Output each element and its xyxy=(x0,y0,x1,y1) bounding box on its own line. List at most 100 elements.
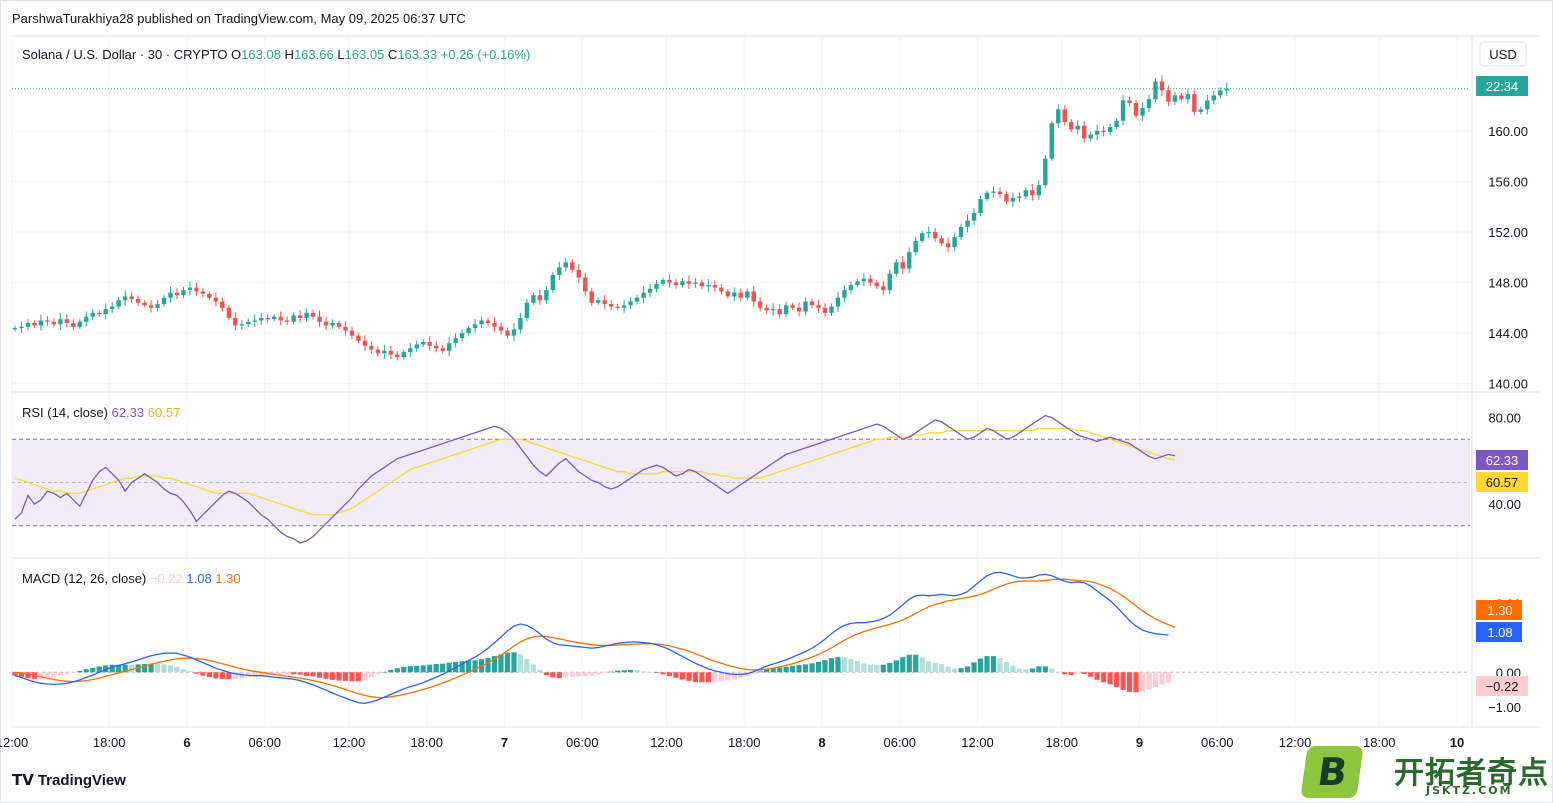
candle-body xyxy=(1198,109,1204,112)
candle-body xyxy=(213,297,219,302)
candle-body xyxy=(952,237,957,248)
macd-hist-bar xyxy=(1036,666,1042,673)
macd-hist-bar xyxy=(1010,665,1016,673)
price-axis-tick: 152.00 xyxy=(1488,225,1528,240)
macd-hist-bar xyxy=(530,664,536,673)
macd-hist-bar xyxy=(802,664,809,673)
candle-body xyxy=(894,262,899,274)
candle-body xyxy=(58,319,63,325)
tradingview-logo-icon: 𝗧𝗩 xyxy=(12,771,34,789)
legend-part: Solana / U.S. Dollar · 30 · CRYPTO xyxy=(22,47,231,62)
legend-part: H xyxy=(285,47,294,62)
candle-body xyxy=(459,333,465,339)
macd-hist-bar xyxy=(919,657,925,673)
legend-part: 1.08 xyxy=(186,571,215,586)
candle-body xyxy=(861,278,867,282)
candle-body xyxy=(712,285,718,288)
macd-hist-bar xyxy=(835,657,841,673)
macd-hist-bar xyxy=(1081,672,1087,675)
candle-body xyxy=(51,321,57,325)
candle-body xyxy=(330,322,335,326)
candle-body xyxy=(110,306,115,310)
macd-hist-bar xyxy=(783,666,789,673)
macd-hist-bar xyxy=(1055,671,1061,673)
candle-body xyxy=(589,291,594,303)
candles-group xyxy=(12,75,1229,361)
candle-body xyxy=(505,330,510,336)
macd-hist-bar xyxy=(1075,672,1081,674)
currency-button[interactable] xyxy=(1479,41,1527,67)
candle-body xyxy=(816,305,821,308)
candle-body xyxy=(1017,196,1022,198)
macd-hist-bar xyxy=(504,652,511,673)
macd-hist-bar xyxy=(738,672,744,679)
candle-body xyxy=(168,292,173,298)
candle-body xyxy=(155,304,160,308)
candle-body xyxy=(907,252,912,269)
candle-body xyxy=(278,316,283,321)
candle-body xyxy=(1120,100,1126,121)
macd-hist-bar xyxy=(44,672,50,679)
time-axis-tick: 06:00 xyxy=(883,735,916,750)
macd-hist-bar xyxy=(984,656,990,673)
macd-hist-bar xyxy=(491,656,498,673)
candle-body xyxy=(453,338,458,344)
macd-hist-bar xyxy=(83,669,89,673)
macd-hist-bar xyxy=(1029,668,1035,673)
legend-part: 163.66 xyxy=(294,47,337,62)
macd-hist-badge xyxy=(1476,676,1528,696)
candle-body xyxy=(148,305,154,308)
candle-body xyxy=(207,293,212,298)
macd-axis-tick: −1.00 xyxy=(1488,700,1521,715)
candle-body xyxy=(284,320,290,322)
legend-part: 62.33 xyxy=(112,405,148,420)
macd-hist-bar xyxy=(109,664,115,673)
candle-body xyxy=(1107,127,1113,133)
macd-hist-bar xyxy=(958,668,964,673)
candle-body xyxy=(829,306,834,313)
candle-body xyxy=(122,296,128,301)
macd-hist-bar xyxy=(906,654,912,673)
candle-body xyxy=(602,300,607,305)
candle-body xyxy=(291,315,296,322)
candle-body xyxy=(699,282,705,287)
rsi-ma-label: 60.57 xyxy=(1486,475,1519,490)
macd-hist-bar xyxy=(809,663,815,673)
time-axis-tick: 8 xyxy=(818,735,825,750)
macd-hist-bar xyxy=(770,668,776,673)
time-axis-tick: 06:00 xyxy=(566,735,599,750)
macd-hist-bar xyxy=(1049,668,1055,673)
tradingview-logo[interactable]: 𝗧𝗩 TradingView xyxy=(12,771,126,789)
legend-part: 1.30 xyxy=(215,571,240,586)
candle-body xyxy=(1133,103,1139,116)
candle-body xyxy=(1166,90,1171,102)
candle-body xyxy=(926,231,931,234)
candle-body xyxy=(583,277,588,292)
macd-hist-bar xyxy=(174,666,180,673)
macd-hist-bar xyxy=(258,672,264,676)
candle-body xyxy=(686,281,692,284)
macd-hist-bar xyxy=(116,664,122,673)
macd-hist-bar xyxy=(841,657,848,673)
candle-body xyxy=(920,233,925,241)
candle-body xyxy=(440,348,445,351)
macd-hist-bar xyxy=(12,672,18,676)
publisher-line: ParshwaTurakhiya28 published on TradingV… xyxy=(12,11,466,26)
candle-body xyxy=(842,290,847,298)
candle-body xyxy=(310,312,316,317)
macd-hist-bar xyxy=(543,672,549,676)
macd-hist-bar xyxy=(945,666,951,673)
candle-body xyxy=(621,305,627,308)
candle-body xyxy=(531,295,536,303)
macd-hist-bar xyxy=(310,672,316,677)
macd-hist-bar xyxy=(1120,672,1126,690)
macd-signal-line xyxy=(14,578,1176,699)
macd-hist-bar xyxy=(232,672,238,679)
macd-hist-bar xyxy=(744,672,750,677)
time-axis-tick: 12:00 xyxy=(333,735,366,750)
macd-hist-bar xyxy=(18,672,25,677)
candle-body xyxy=(984,192,990,200)
candle-body xyxy=(395,354,400,358)
macd-hist-bar xyxy=(725,672,731,681)
